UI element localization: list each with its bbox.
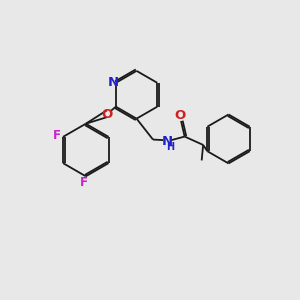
Text: O: O	[101, 108, 112, 121]
Text: N: N	[162, 134, 173, 148]
Text: O: O	[174, 110, 185, 122]
Text: N: N	[108, 76, 119, 89]
Text: F: F	[80, 176, 88, 189]
Text: H: H	[166, 142, 174, 152]
Text: F: F	[52, 129, 61, 142]
